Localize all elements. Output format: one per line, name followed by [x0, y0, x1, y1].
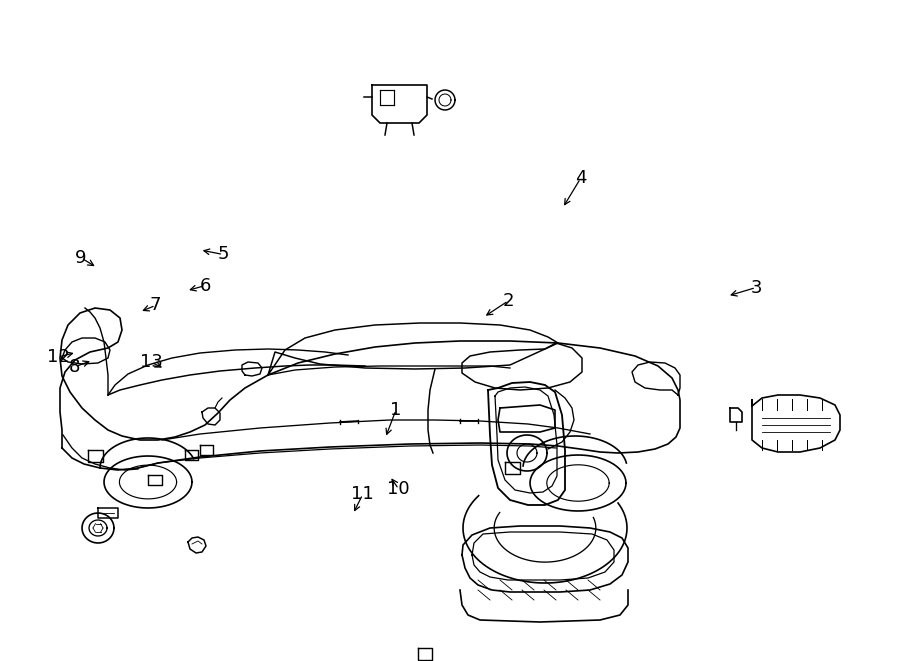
Text: 13: 13 — [140, 353, 163, 371]
Text: 6: 6 — [200, 276, 211, 295]
Text: 11: 11 — [351, 485, 374, 504]
Text: 5: 5 — [218, 245, 229, 264]
Text: 9: 9 — [76, 249, 86, 267]
Text: 3: 3 — [751, 278, 761, 297]
Text: 7: 7 — [150, 296, 161, 315]
Text: 12: 12 — [47, 348, 70, 366]
Text: 10: 10 — [387, 480, 410, 498]
Text: 2: 2 — [503, 292, 514, 310]
Text: 1: 1 — [391, 401, 401, 419]
Text: 8: 8 — [69, 358, 80, 376]
Text: 4: 4 — [575, 169, 586, 188]
